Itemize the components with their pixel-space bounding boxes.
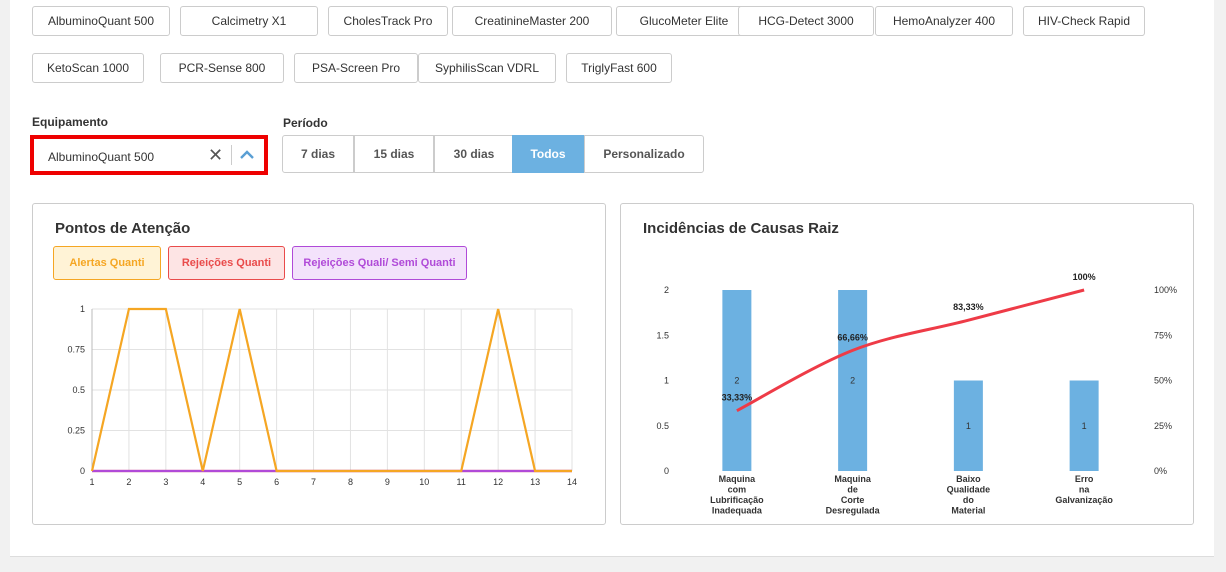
cumulative-label: 100% [1073,272,1096,282]
x-tick-label: 1 [89,477,94,487]
bar [953,380,983,471]
x-category-label: Maquina [834,474,871,484]
equipment-chip[interactable]: CreatinineMaster 200 [452,6,612,36]
equipment-chip[interactable]: HIV-Check Rapid [1023,6,1145,36]
cumulative-label: 83,33% [953,302,984,312]
bar [1069,380,1099,471]
equipment-label: Equipamento [32,115,109,129]
x-tick-label: 4 [200,477,205,487]
attention-panel-title: Pontos de Atenção [55,220,191,237]
x-tick-label: 12 [493,477,503,487]
y2-tick-label: 75% [1154,330,1172,340]
equipment-chip[interactable]: GlucoMeter Elite [616,6,752,36]
period-option[interactable]: 30 dias [434,135,514,173]
x-category-label: Galvanização [1055,495,1113,505]
period-label: Período [283,116,328,130]
series-line [90,307,572,473]
bar-value-label: 1 [966,421,971,431]
y-tick-label: 0 [664,466,669,476]
x-tick-label: 7 [311,477,316,487]
y-tick-label: 0 [80,466,85,476]
x-tick-label: 3 [163,477,168,487]
x-category-label: Qualidade [947,485,991,495]
x-tick-label: 11 [457,477,466,487]
x-tick-label: 6 [274,477,279,487]
x-tick-label: 14 [567,477,577,487]
bar [722,290,752,471]
y-tick-label: 0.75 [67,345,85,355]
y2-tick-label: 0% [1154,466,1167,476]
equipment-chip[interactable]: PCR-Sense 800 [160,53,284,83]
y-tick-label: 2 [664,285,669,295]
clear-icon[interactable]: ✕ [208,145,224,165]
x-category-label: Desregulada [826,506,881,516]
period-option[interactable]: Personalizado [584,135,704,173]
x-category-label: de [847,485,858,495]
equipment-chip[interactable]: CholesTrack Pro [328,6,448,36]
y-tick-label: 0.5 [656,421,669,431]
cumulative-label: 33,33% [722,393,753,403]
bar-value-label: 2 [850,376,855,386]
equipment-chip[interactable]: HemoAnalyzer 400 [875,6,1013,36]
x-tick-label: 10 [419,477,429,487]
chevron-up-icon[interactable] [238,147,256,163]
y-tick-label: 1 [664,376,669,386]
x-tick-label: 2 [126,477,131,487]
legend-toggle[interactable]: Rejeições Quanti [168,246,285,280]
dashboard-page: AlbuminoQuant 500 Calcimetry X1 CholesTrac… [10,0,1214,557]
y2-tick-label: 25% [1154,421,1172,431]
x-category-label: Erro [1075,474,1094,484]
x-category-label: Maquina [719,474,756,484]
attention-panel: Pontos de Atenção Alertas Quanti Rejeiçõe… [32,203,606,525]
equipment-chip[interactable]: TriglyFast 600 [566,53,672,83]
x-category-label: Material [951,506,985,516]
period-option[interactable]: Todos [512,135,584,173]
equipment-select-value: AlbuminoQuant 500 [48,150,155,164]
x-category-label: do [963,495,974,505]
x-tick-label: 9 [385,477,390,487]
equipment-chip[interactable]: SyphilisScan VDRL [418,53,556,83]
equipment-select[interactable]: AlbuminoQuant 500 ✕ [30,135,268,175]
equipment-chip[interactable]: KetoScan 1000 [32,53,144,83]
y2-tick-label: 50% [1154,376,1172,386]
bar-value-label: 1 [1082,421,1087,431]
bar [838,290,868,471]
select-divider [231,145,232,165]
x-category-label: com [728,485,747,495]
x-category-label: Baixo [956,474,981,484]
equipment-chip[interactable]: AlbuminoQuant 500 [32,6,170,36]
x-category-label: Lubrificação [710,495,764,505]
x-category-label: Corte [841,495,865,505]
y-tick-label: 1 [80,304,85,314]
bar-value-label: 2 [734,376,739,386]
period-option[interactable]: 7 dias [282,135,354,173]
x-category-label: Inadequada [712,506,763,516]
period-option[interactable]: 15 dias [354,135,434,173]
equipment-chip[interactable]: PSA-Screen Pro [294,53,418,83]
equipment-chip[interactable]: Calcimetry X1 [180,6,318,36]
x-tick-label: 8 [348,477,353,487]
y2-tick-label: 100% [1154,285,1177,295]
y-tick-label: 0.25 [67,426,85,436]
root-causes-pareto-chart: 00.511.520%25%50%75%100%2MaquinacomLubri… [656,272,1177,516]
cumulative-label: 66,66% [837,332,868,342]
equipment-chip[interactable]: HCG-Detect 3000 [738,6,874,36]
x-category-label: na [1079,485,1090,495]
x-tick-label: 5 [237,477,242,487]
legend-toggle[interactable]: Rejeições Quali/ Semi Quanti [292,246,467,280]
root-causes-panel-title: Incidências de Causas Raiz [643,220,839,237]
root-causes-panel: Incidências de Causas Raiz 0 0.5 1 1.5 2 0% 25… [620,203,1194,525]
legend-toggle[interactable]: Alertas Quanti [53,246,161,280]
x-tick-label: 13 [530,477,540,487]
y-tick-label: 0.5 [72,385,85,395]
y-tick-label: 1.5 [656,330,669,340]
cumulative-line [736,288,1085,413]
